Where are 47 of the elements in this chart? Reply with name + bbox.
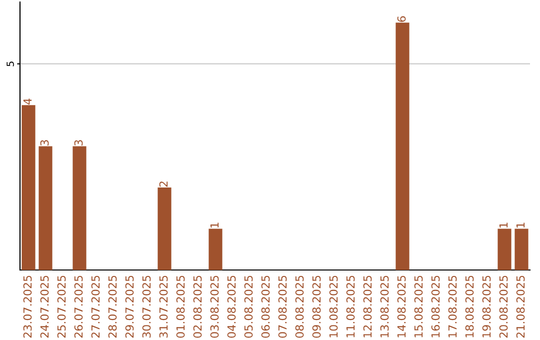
data-label: 3 <box>40 140 49 146</box>
x-tick-label: 11.08.2025 <box>346 276 355 338</box>
data-label: 2 <box>159 182 168 187</box>
x-tick-label: 23.07.2025 <box>23 276 32 338</box>
x-tick-label: 10.08.2025 <box>329 276 338 338</box>
x-tick-label: 14.08.2025 <box>397 276 406 338</box>
bar <box>158 188 172 270</box>
x-tick-label: 06.08.2025 <box>261 276 270 338</box>
x-tick-label: 05.08.2025 <box>244 276 253 338</box>
bar <box>208 228 222 270</box>
x-tick-label: 09.08.2025 <box>312 276 321 338</box>
data-label: 3 <box>74 140 83 146</box>
x-tick-label: 25.07.2025 <box>57 276 66 338</box>
x-tick-label: 28.07.2025 <box>108 276 117 338</box>
x-tick-label: 04.08.2025 <box>227 276 236 338</box>
y-tick-label: 5 <box>6 62 14 66</box>
x-tick-label: 16.08.2025 <box>431 276 440 338</box>
x-tick-label: 02.08.2025 <box>193 276 202 338</box>
x-tick-label: 30.07.2025 <box>142 276 151 338</box>
data-label: 1 <box>516 222 525 228</box>
bar <box>72 146 86 270</box>
x-tick-label: 27.07.2025 <box>91 276 100 338</box>
bar <box>396 22 410 270</box>
x-tick-label: 18.08.2025 <box>465 276 474 338</box>
x-tick-label: 20.08.2025 <box>499 276 508 338</box>
x-tick-label: 03.08.2025 <box>210 276 219 338</box>
bar <box>514 228 528 270</box>
x-tick-label: 24.07.2025 <box>40 276 49 338</box>
x-tick-label: 21.08.2025 <box>516 276 525 338</box>
bar <box>38 146 52 270</box>
x-tick-label: 26.07.2025 <box>74 276 83 338</box>
x-tick-label: 07.08.2025 <box>278 276 287 338</box>
x-tick-label: 08.08.2025 <box>295 276 304 338</box>
data-label: 6 <box>397 16 406 22</box>
x-tick-label: 01.08.2025 <box>176 276 185 338</box>
x-tick-label: 29.07.2025 <box>125 276 134 338</box>
x-tick-label: 15.08.2025 <box>414 276 423 338</box>
x-tick-label: 13.08.2025 <box>380 276 389 338</box>
bar <box>498 228 512 270</box>
x-tick-label: 17.08.2025 <box>448 276 457 338</box>
bar <box>22 105 36 270</box>
x-tick-label: 19.08.2025 <box>482 276 491 338</box>
data-label: 1 <box>210 222 219 228</box>
data-label: 4 <box>23 98 32 105</box>
x-tick-label: 31.07.2025 <box>159 276 168 338</box>
data-label: 1 <box>499 222 508 228</box>
x-tick-label: 12.08.2025 <box>363 276 372 338</box>
